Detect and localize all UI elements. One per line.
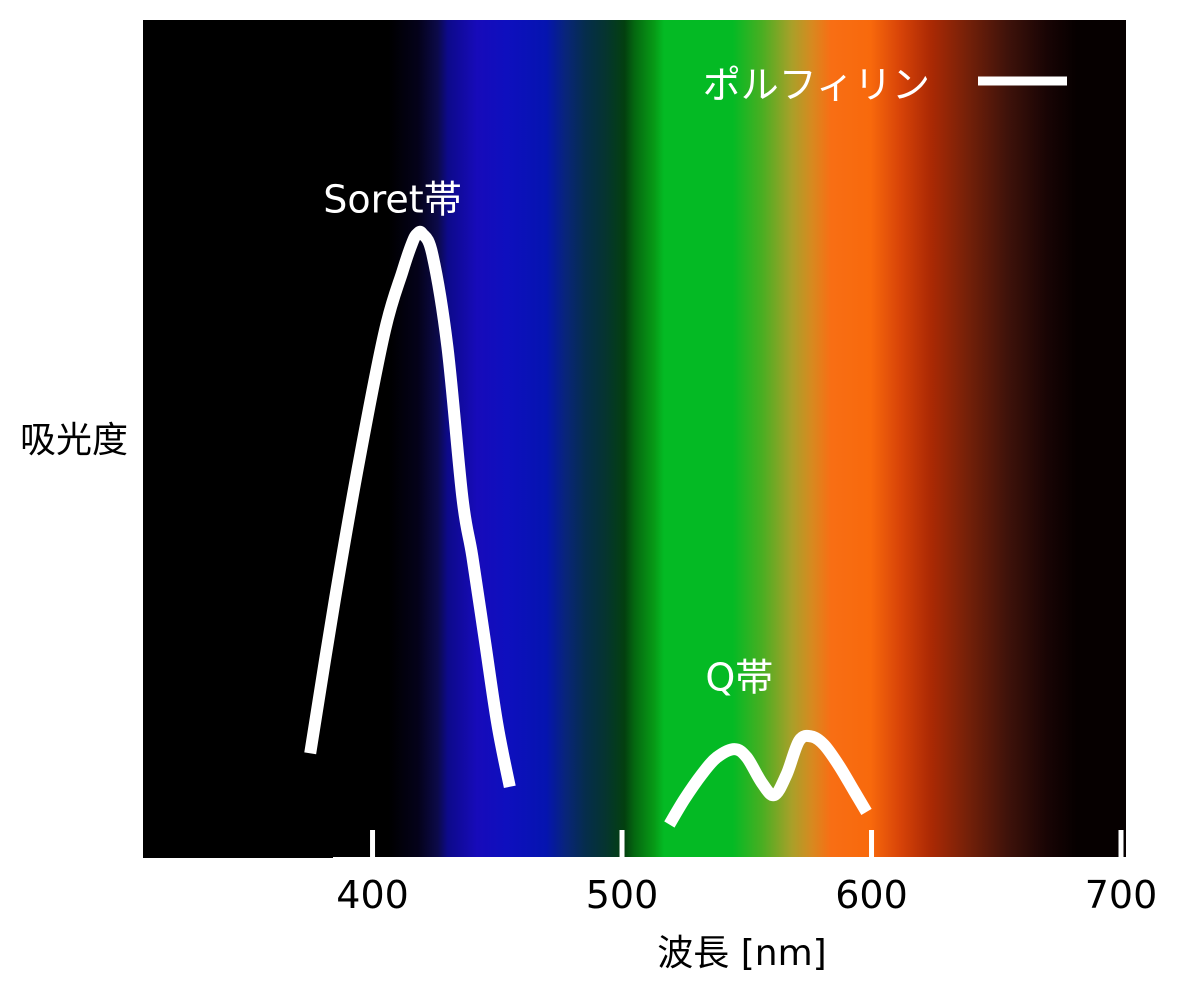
q-band-annotation: Q帯	[705, 655, 773, 699]
annotation-group: Soret帯 Q帯	[323, 178, 773, 700]
data-series-group	[304, 225, 872, 828]
x-tick-label: 500	[586, 873, 659, 917]
legend-label: ポルフィリン	[703, 63, 930, 107]
series-line-soret-band	[304, 225, 516, 788]
plot-background	[143, 20, 1126, 858]
y-axis-label: 吸光度	[20, 420, 128, 461]
soret-band-annotation: Soret帯	[323, 178, 461, 222]
x-axis-label: 波長 [nm]	[657, 933, 826, 974]
series-line-q-band	[664, 729, 872, 828]
x-tick-label: 700	[1085, 873, 1158, 917]
x-tick-label: 400	[336, 873, 409, 917]
x-tick-group: 400 500 600 700	[333, 830, 1157, 917]
x-tick-label: 600	[835, 873, 908, 917]
legend: ポルフィリン	[703, 63, 1067, 107]
